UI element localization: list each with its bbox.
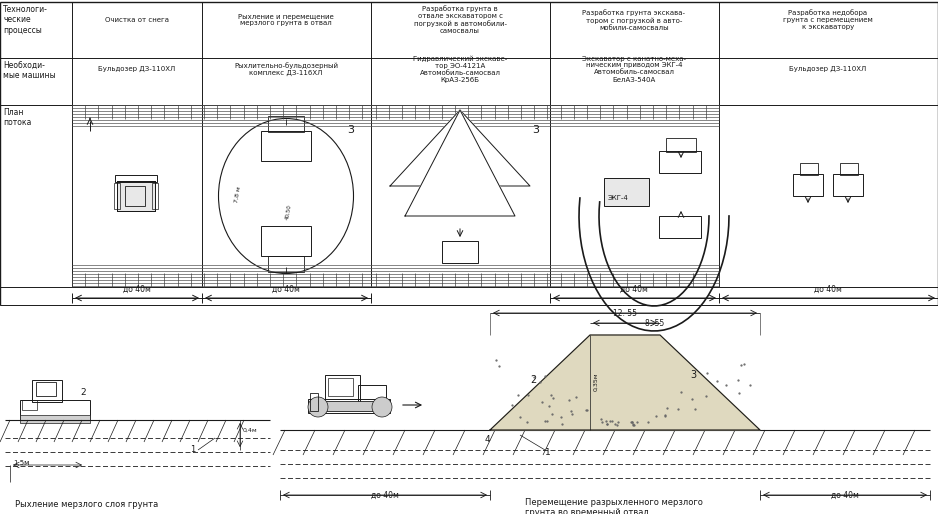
Bar: [22, 400, 37, 410]
Text: 1: 1: [190, 445, 195, 454]
Bar: [328, 378, 353, 396]
Bar: [310, 401, 388, 411]
Text: до 40м: до 40м: [123, 285, 151, 294]
Text: до 40м: до 40м: [371, 491, 399, 500]
Text: 7,8 м: 7,8 м: [234, 186, 242, 203]
Text: Очистка от снега: Очистка от снега: [105, 17, 169, 23]
Polygon shape: [390, 110, 530, 186]
Bar: [442, 241, 478, 263]
Text: Технологи-
ческие
процессы: Технологи- ческие процессы: [3, 5, 48, 35]
Bar: [32, 380, 62, 402]
Text: Перемещение разрыхленного мерзлого: Перемещение разрыхленного мерзлого: [525, 498, 703, 507]
Bar: [659, 216, 701, 238]
Text: 2: 2: [530, 375, 537, 385]
Bar: [36, 382, 56, 396]
Bar: [800, 163, 818, 175]
Text: Рыхлительно-бульдозерный
комплекс ДЗ-116ХЛ: Рыхлительно-бульдозерный комплекс ДЗ-116…: [234, 62, 338, 76]
Bar: [152, 183, 158, 209]
Text: грунта во временный отвал: грунта во временный отвал: [525, 508, 649, 514]
Bar: [117, 181, 155, 211]
Bar: [666, 138, 696, 152]
Bar: [268, 116, 304, 132]
Text: Рыхление мерзлого слоя грунта: Рыхление мерзлого слоя грунта: [15, 500, 159, 509]
Text: Гидравлический экскаве-
тор ЭО-4121А
Автомобиль-самосвал
КрАЗ-256Б: Гидравлический экскаве- тор ЭО-4121А Авт…: [413, 55, 507, 83]
Text: Экскаватор с канатно-меха-
ническим приводом ЭКГ-4
Автомобиль-самосвал
БелАЗ-540: Экскаватор с канатно-меха- ническим прив…: [582, 56, 686, 83]
Bar: [308, 399, 390, 413]
Text: до 40м: до 40м: [620, 285, 648, 294]
Text: Необходи-
мые машины: Необходи- мые машины: [3, 61, 55, 80]
Bar: [20, 400, 90, 420]
Text: до 40м: до 40м: [272, 285, 300, 294]
Bar: [833, 174, 863, 196]
Text: Разработка грунта экскава-
тором с погрузкой в авто-
мобили-самосвалы: Разработка грунта экскава- тором с погру…: [582, 9, 686, 31]
Text: 2: 2: [80, 388, 85, 397]
Text: 3: 3: [690, 370, 696, 380]
Text: 40,50: 40,50: [284, 204, 292, 221]
Bar: [793, 174, 823, 196]
Text: Рыхление и перемещение
мерзлого грунта в отвал: Рыхление и перемещение мерзлого грунта в…: [238, 13, 334, 27]
Bar: [440, 181, 480, 211]
Text: до 40м: до 40м: [831, 491, 859, 500]
Text: 4: 4: [485, 435, 491, 444]
Bar: [840, 163, 858, 175]
Bar: [659, 151, 701, 173]
Bar: [325, 375, 360, 403]
Text: Бульдозер ДЗ-110ХЛ: Бульдозер ДЗ-110ХЛ: [98, 66, 175, 72]
Bar: [310, 393, 318, 411]
Circle shape: [308, 397, 328, 417]
Bar: [117, 181, 155, 211]
Text: 1: 1: [545, 448, 551, 457]
Bar: [20, 415, 90, 423]
Bar: [358, 385, 386, 403]
Text: 1,5м: 1,5м: [13, 460, 29, 466]
Polygon shape: [490, 335, 760, 430]
Text: Разработка грунта в
отвале экскаватором с
погрузкой в автомобили-
самосвалы: Разработка грунта в отвале экскаватором …: [414, 6, 507, 34]
Text: 0,4м: 0,4м: [243, 428, 258, 432]
Bar: [261, 226, 311, 256]
Bar: [261, 131, 311, 161]
Text: до 40м: до 40м: [814, 285, 842, 294]
Circle shape: [372, 397, 392, 417]
Bar: [268, 256, 304, 272]
Text: Бульдозер ДЗ-110ХЛ: Бульдозер ДЗ-110ХЛ: [790, 66, 867, 72]
Bar: [114, 183, 120, 209]
Text: 8. 55: 8. 55: [645, 319, 665, 328]
Text: 3: 3: [532, 125, 539, 135]
Text: 0,35м: 0,35м: [593, 373, 598, 391]
Bar: [125, 186, 145, 206]
Text: 12. 55: 12. 55: [613, 309, 637, 318]
Polygon shape: [405, 110, 515, 216]
Text: 3: 3: [347, 125, 355, 135]
Bar: [604, 178, 649, 206]
Text: Разработка недобора
грунта с перемещением
к экскаватору: Разработка недобора грунта с перемещение…: [783, 10, 873, 30]
Bar: [115, 175, 157, 182]
Text: План
потока: План потока: [3, 108, 31, 127]
Text: ЭКГ-4: ЭКГ-4: [608, 195, 628, 201]
